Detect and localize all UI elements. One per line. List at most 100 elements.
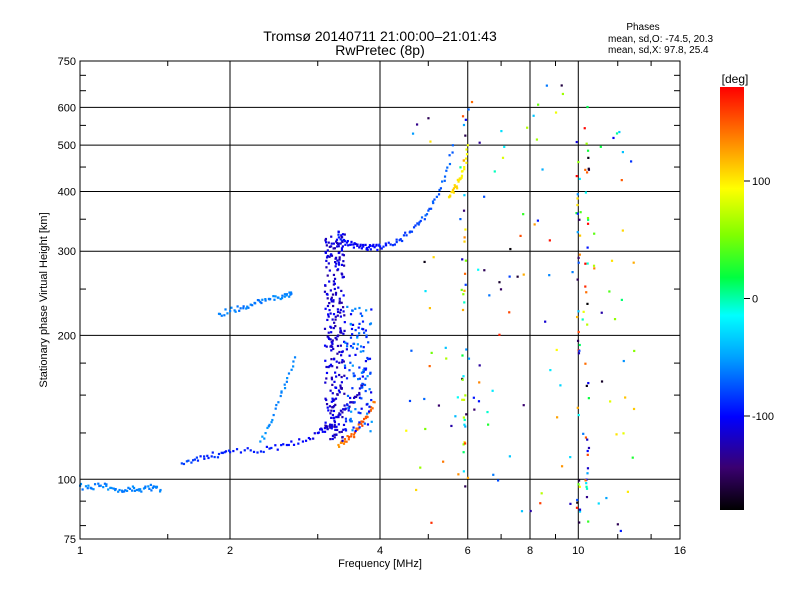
data-point (586, 105, 589, 109)
data-point (317, 431, 320, 434)
data-point (345, 241, 349, 244)
data-point (325, 398, 328, 402)
data-point (330, 416, 333, 419)
data-point (349, 336, 353, 339)
data-point (554, 111, 558, 114)
data-point (282, 443, 285, 446)
data-point (342, 264, 346, 267)
data-point (561, 92, 565, 96)
data-point (90, 487, 93, 490)
data-point (337, 423, 340, 426)
data-point (337, 251, 340, 255)
data-point (410, 349, 413, 352)
data-point (402, 234, 406, 237)
data-point (443, 175, 447, 178)
data-point (326, 254, 329, 258)
data-point (373, 401, 376, 404)
data-point (463, 289, 466, 292)
data-point (457, 473, 460, 476)
data-point (359, 243, 362, 246)
data-point (353, 401, 356, 404)
data-point (470, 100, 474, 104)
data-point (286, 376, 289, 380)
data-point (359, 244, 362, 248)
data-point (152, 485, 155, 488)
data-point (585, 487, 589, 490)
data-point (137, 488, 140, 491)
data-point (465, 348, 468, 351)
data-point (216, 456, 220, 459)
data-point (99, 484, 102, 487)
data-point (537, 103, 540, 106)
data-point (347, 438, 350, 441)
data-point (333, 247, 336, 250)
data-point (337, 334, 340, 337)
data-point (358, 306, 361, 310)
data-point (411, 132, 415, 135)
data-point (463, 418, 466, 422)
data-point (330, 296, 333, 299)
data-point (467, 108, 470, 111)
data-point (341, 441, 344, 444)
data-point (342, 275, 345, 279)
data-point (344, 341, 347, 344)
data-point (424, 427, 427, 431)
data-point (323, 327, 327, 330)
data-point (158, 490, 162, 493)
data-point (368, 357, 372, 360)
data-point (292, 360, 295, 363)
data-point (339, 344, 342, 347)
data-point (238, 309, 241, 312)
data-point (584, 362, 587, 365)
data-point (325, 345, 328, 348)
data-point (360, 422, 363, 425)
data-point (357, 378, 360, 381)
data-point (192, 459, 195, 462)
data-point (340, 272, 343, 275)
data-point (342, 442, 346, 445)
data-point (339, 384, 342, 387)
data-point (465, 413, 468, 416)
data-point (337, 263, 341, 266)
data-point (270, 421, 273, 424)
y-tick-label: 750 (58, 56, 76, 68)
data-point (324, 237, 328, 241)
data-point (461, 354, 464, 357)
data-point (356, 336, 359, 339)
data-point (351, 364, 354, 367)
data-point (367, 410, 371, 413)
data-point (340, 361, 344, 364)
data-point (330, 400, 333, 403)
data-point (243, 449, 246, 452)
data-point (199, 455, 202, 458)
data-point (581, 318, 584, 321)
data-point (339, 315, 342, 318)
data-point (117, 490, 120, 493)
data-point (140, 490, 143, 493)
data-point (608, 290, 611, 293)
data-point (358, 322, 361, 325)
data-point (366, 248, 369, 252)
data-point (330, 344, 333, 347)
data-point (362, 245, 365, 248)
data-point (340, 263, 344, 266)
data-point (135, 488, 138, 492)
data-point (624, 396, 627, 399)
data-point (328, 424, 331, 428)
data-point (586, 323, 589, 326)
data-point (249, 449, 252, 452)
data-point (338, 361, 341, 364)
data-point (437, 404, 441, 407)
data-point (333, 277, 337, 280)
data-point (328, 245, 331, 248)
data-point (337, 286, 340, 289)
data-point (352, 243, 355, 246)
data-point (234, 310, 237, 313)
data-point (578, 349, 581, 352)
data-point (329, 312, 332, 315)
data-point (358, 393, 361, 396)
data-point (352, 372, 355, 375)
data-point (280, 391, 283, 394)
data-point (86, 487, 89, 490)
data-point (366, 375, 369, 378)
